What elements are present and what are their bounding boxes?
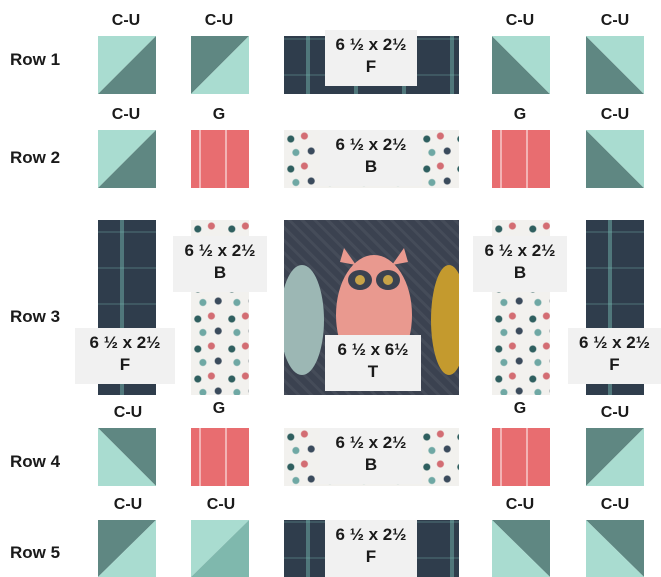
dimension-code: T — [367, 362, 379, 381]
row5-label-col2: C-U — [206, 496, 236, 513]
dimension-size: 6 ½ x 2½ — [335, 35, 407, 54]
row4-hst-5 — [586, 428, 644, 486]
row1-hst-1 — [98, 36, 156, 94]
dimension-code: B — [513, 263, 527, 282]
row4-label-col4: G — [513, 400, 527, 417]
dimension-size: 6 ½ x 2½ — [579, 333, 650, 352]
row2-hst-1 — [98, 130, 156, 188]
row3-center-dimension: 6 ½ x 6½ T — [325, 335, 421, 391]
row-label-3: Row 3 — [10, 307, 61, 326]
row4-hst-1 — [98, 428, 156, 486]
dimension-code: F — [609, 355, 620, 374]
row5-hst-1 — [98, 520, 156, 577]
row5-center-dimension: 6 ½ x 2½ F — [325, 520, 417, 577]
dimension-size: 6 ½ x 2½ — [335, 525, 407, 544]
row-label-2: Row 2 — [10, 148, 61, 167]
row4-center-dimension: 6 ½ x 2½ B — [320, 428, 422, 484]
row1-hst-4 — [492, 36, 550, 94]
row5-label-col5: C-U — [600, 496, 630, 513]
row5-hst-2 — [191, 520, 249, 577]
row1-label-col1: C-U — [111, 12, 141, 29]
row5-hst-5 — [586, 520, 644, 577]
row4-label-col1: C-U — [113, 404, 143, 421]
dimension-size: 6 ½ x 2½ — [335, 135, 407, 154]
row-label-4: Row 4 — [10, 452, 61, 471]
dimension-code: B — [364, 157, 378, 176]
row2-center-dimension: 6 ½ x 2½ B — [320, 130, 422, 186]
dimension-code: F — [365, 547, 377, 566]
row3-right-f-dimension: 6 ½ x 2½ F — [568, 328, 661, 384]
row2-label-col5: C-U — [600, 106, 630, 123]
row2-hst-5 — [586, 130, 644, 188]
row4-coral-4 — [492, 428, 550, 486]
row3-left-b-dimension: 6 ½ x 2½ B — [173, 236, 267, 292]
dimension-size: 6 ½ x 2½ — [89, 333, 161, 352]
dimension-size: 6 ½ x 2½ — [184, 241, 256, 260]
dimension-code: F — [119, 355, 131, 374]
row-label-5: Row 5 — [10, 543, 61, 562]
row5-label-col1: C-U — [113, 496, 143, 513]
row3-right-b-dimension: 6 ½ x 2½ B — [473, 236, 567, 292]
row1-center-dimension: 6 ½ x 2½ F — [325, 30, 417, 86]
row4-label-col5: C-U — [600, 404, 630, 421]
row1-label-col2: C-U — [204, 12, 234, 29]
row1-hst-5 — [586, 36, 644, 94]
row2-label-col1: C-U — [111, 106, 141, 123]
row5-label-col4: C-U — [505, 496, 535, 513]
row1-label-col5: C-U — [600, 12, 630, 29]
row3-left-f-dimension: 6 ½ x 2½ F — [75, 328, 175, 384]
dimension-code: B — [364, 455, 378, 474]
row5-hst-4 — [492, 520, 550, 577]
row2-label-col4: G — [513, 106, 527, 123]
dimension-code: B — [213, 263, 227, 282]
row4-coral-2 — [191, 428, 249, 486]
dimension-size: 6 ½ x 2½ — [335, 433, 407, 452]
row1-label-col4: C-U — [505, 12, 535, 29]
dimension-size: 6 ½ x 6½ — [337, 340, 409, 359]
row1-hst-2 — [191, 36, 249, 94]
row-label-1: Row 1 — [10, 50, 61, 69]
row2-coral-2 — [191, 130, 249, 188]
dimension-size: 6 ½ x 2½ — [484, 241, 556, 260]
row2-coral-4 — [492, 130, 550, 188]
dimension-code: F — [365, 57, 377, 76]
row2-label-col2: G — [212, 106, 226, 123]
row4-label-col2: G — [212, 400, 226, 417]
